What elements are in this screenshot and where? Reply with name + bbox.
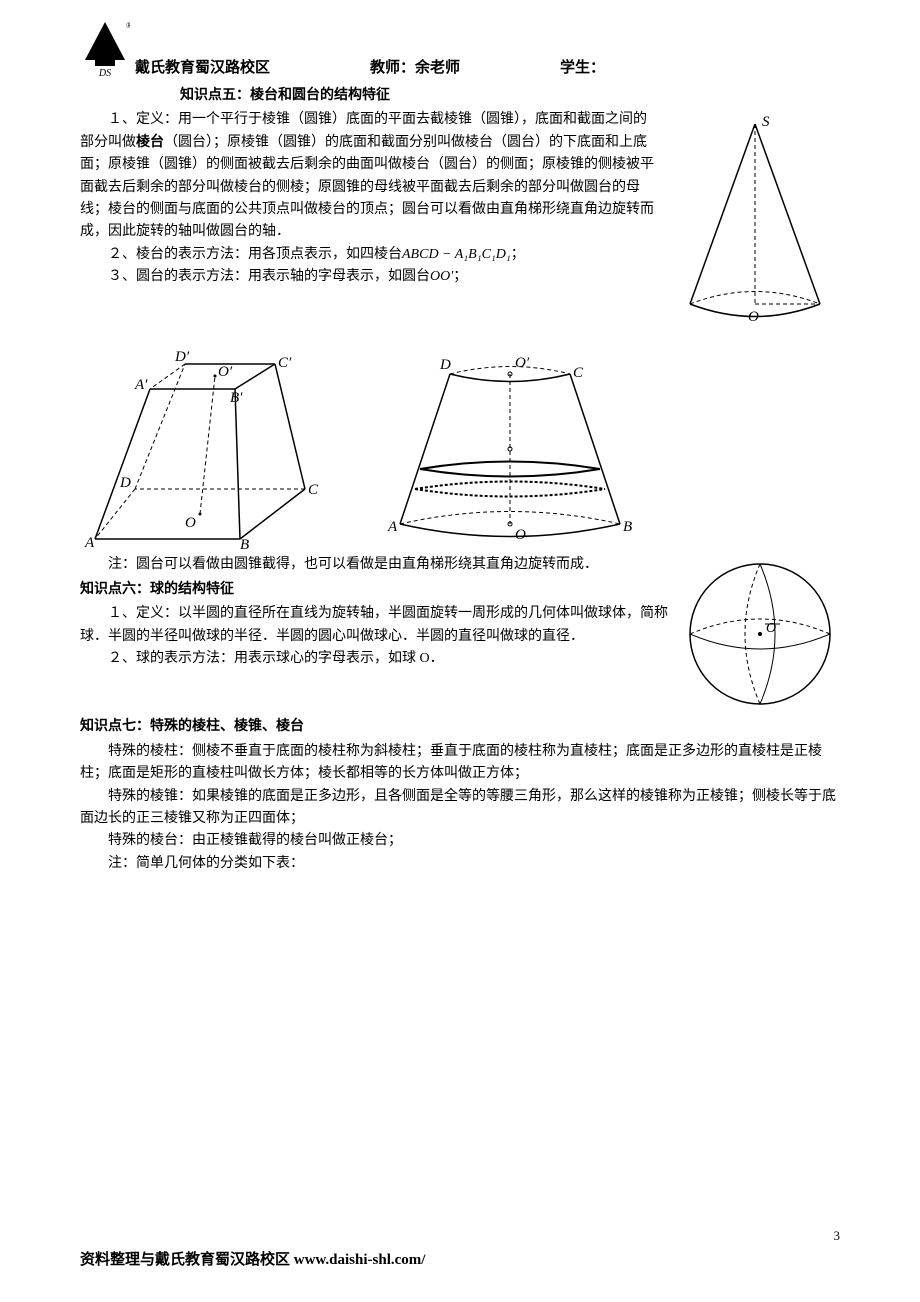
s5-p1-bold: 棱台: [136, 135, 164, 150]
section-6-block: O 注：圆台可以看做由圆锥截得，也可以看做是由直角梯形绕其直角边旋转而成． 知识…: [80, 554, 840, 714]
sphere-O: O: [766, 621, 776, 636]
s5-p3-suffix: ；: [453, 269, 467, 284]
logo-icon: DS ®: [80, 20, 130, 80]
section-7-p1: 特殊的棱柱：侧棱不垂直于底面的棱柱称为斜棱柱；垂直于底面的棱柱称为直棱柱；底面是…: [80, 741, 840, 786]
cone-label-s: S: [762, 114, 770, 130]
section-7-p4: 注：简单几何体的分类如下表：: [80, 853, 840, 875]
pf-A: A: [84, 535, 95, 549]
svg-text:®: ®: [126, 21, 130, 30]
footer-text: 资料整理与戴氏教育蜀汉路校区 www.daishi-shl.com/: [80, 1252, 425, 1268]
s5-p2-math: ABCD − A₁B₁C₁D₁: [402, 247, 511, 262]
cf-A: A: [387, 519, 398, 535]
s5-p2-prefix: ２、棱台的表示方法：用各顶点表示，如四棱台: [108, 247, 402, 262]
section-7-p3: 特殊的棱台：由正棱锥截得的棱台叫做正棱台；: [80, 830, 840, 852]
section-7-p2: 特殊的棱锥：如果棱锥的底面是正多边形，且各侧面是全等的等腰三角形，那么这样的棱锥…: [80, 786, 840, 831]
section-5-title: 知识点五：棱台和圆台的结构特征: [180, 85, 840, 107]
svg-text:DS: DS: [98, 68, 111, 79]
cf-O: O: [515, 527, 526, 543]
student-label: 学生：: [560, 56, 605, 80]
s5-p3-prefix: ３、圆台的表示方法：用表示轴的字母表示，如圆台: [108, 269, 430, 284]
cone-frustum-figure: D C A B O O′: [380, 349, 640, 549]
cone-figure: S O: [670, 109, 840, 339]
pf-D: D: [119, 475, 131, 491]
page-header: DS ® 戴氏教育蜀汉路校区 教师：余老师 学生：: [80, 20, 840, 80]
teacher-label: 教师：余老师: [370, 56, 460, 80]
pf-Ap: A′: [134, 377, 148, 393]
page-number: 3: [834, 1226, 841, 1247]
pf-Dp: D′: [174, 349, 190, 365]
s5-p2-suffix: ；: [511, 247, 525, 262]
pf-Op: O′: [218, 364, 233, 380]
cone-label-o: O: [748, 309, 759, 325]
cf-B: B: [623, 519, 632, 535]
cf-D: D: [439, 357, 451, 373]
pf-C: C: [308, 482, 319, 498]
section-7-title: 知识点七：特殊的棱柱、棱锥、棱台: [80, 716, 840, 738]
sphere-figure: O: [680, 554, 840, 714]
s5-p1-suffix: （圆台）；原棱锥（圆锥）的底面和截面分别叫做棱台（圆台）的下底面和上底面；原棱锥…: [80, 135, 654, 240]
s5-p3-math: OO′: [430, 269, 453, 284]
pf-O: O: [185, 515, 196, 531]
pyramid-frustum-figure: A B C D A′ B′ C′ D′ O O′: [80, 349, 350, 549]
cf-Op: O′: [515, 355, 530, 371]
school-name: 戴氏教育蜀汉路校区: [135, 56, 270, 80]
section-5-block: S O １、定义：用一个平行于棱锥（圆锥）底面的平面去截棱锥（圆锥），底面和截面…: [80, 109, 840, 339]
pf-Bp: B′: [230, 390, 243, 406]
cf-C: C: [573, 365, 584, 381]
frustum-diagrams: A B C D A′ B′ C′ D′ O O′ D C A B O: [80, 349, 840, 549]
page-footer: 资料整理与戴氏教育蜀汉路校区 www.daishi-shl.com/ 3: [80, 1248, 840, 1272]
pf-B: B: [240, 537, 249, 549]
pf-Cp: C′: [278, 355, 292, 371]
